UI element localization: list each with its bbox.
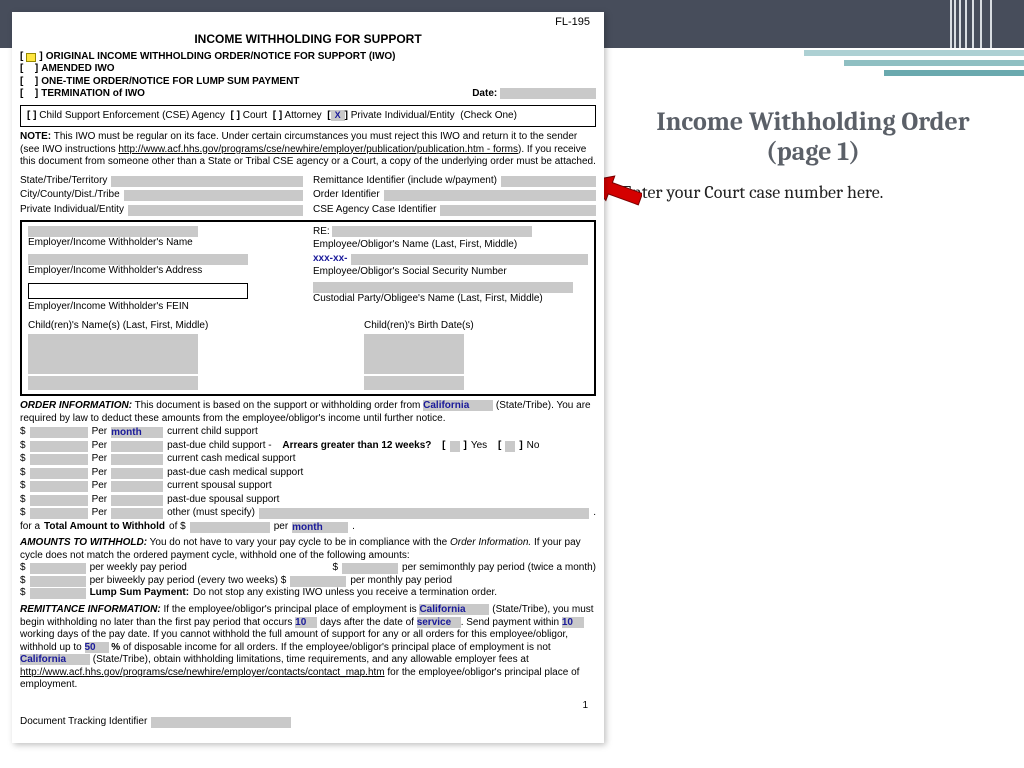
checkone-panel: [ ] Child Support Enforcement (CSE) Agen… (20, 105, 596, 128)
slide-callout: Income Withholding Order (page 1) Enter … (622, 108, 1004, 203)
cse-field[interactable] (440, 205, 596, 216)
page-number: 1 (20, 700, 596, 713)
stt-field[interactable] (111, 176, 303, 187)
order-field[interactable] (384, 190, 596, 201)
date-field[interactable] (500, 88, 596, 99)
form-number: FL-195 (20, 16, 596, 30)
identifier-block: State/Tribe/Territory City/County/Dist./… (20, 175, 596, 217)
slide-title: Income Withholding Order (page 1) (622, 108, 1004, 168)
addr-box[interactable] (28, 283, 248, 299)
form-title: INCOME WITHHOLDING FOR SUPPORT (20, 32, 596, 47)
checked-x-icon: X (331, 110, 345, 121)
note-link[interactable]: http://www.acf.hhs.gov/programs/cse/newh… (118, 144, 518, 155)
slide-caption: Enter your Court case number here. (622, 182, 1004, 203)
children-names-box[interactable] (28, 334, 198, 374)
decor-stripes (784, 0, 1024, 90)
remit-link[interactable]: http://www.acf.hhs.gov/programs/cse/newh… (20, 667, 385, 678)
note-text: NOTE: This IWO must be regular on its fa… (20, 131, 596, 169)
form-options: [] ORIGINAL INCOME WITHHOLDING ORDER/NOT… (20, 51, 396, 101)
remit-field[interactable] (501, 176, 596, 187)
form-document: FL-195 INCOME WITHHOLDING FOR SUPPORT []… (12, 12, 604, 743)
highlight-icon (26, 53, 36, 62)
party-box: Employer/Income Withholder's Name Employ… (20, 220, 596, 396)
remit-section: REMITTANCE INFORMATION: If the employee/… (20, 604, 596, 692)
order-info-section: ORDER INFORMATION: This document is base… (20, 400, 596, 533)
date-label: Date: (472, 88, 497, 99)
children-dob-box[interactable] (364, 334, 464, 374)
tracking-field[interactable] (151, 717, 291, 728)
amounts-section: AMOUNTS TO WITHHOLD: You do not have to … (20, 537, 596, 600)
city-field[interactable] (124, 190, 303, 201)
priv-field[interactable] (128, 205, 303, 216)
